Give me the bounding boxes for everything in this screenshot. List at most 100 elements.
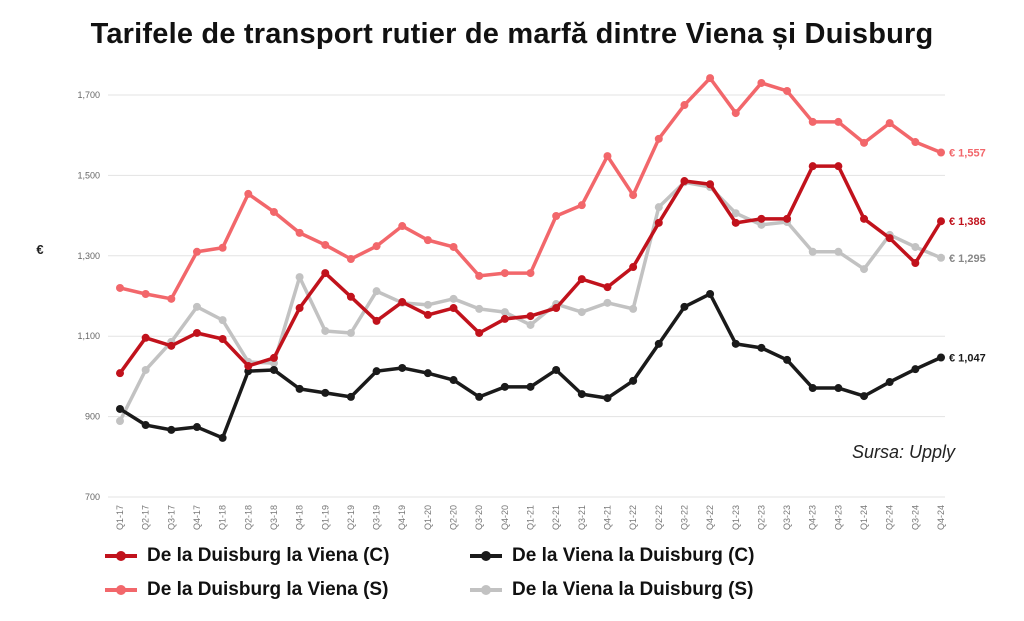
x-tick-label: Q2-22 bbox=[654, 505, 664, 530]
end-data-label: € 1,047 bbox=[949, 353, 986, 365]
data-point bbox=[449, 376, 458, 385]
data-point bbox=[552, 365, 561, 374]
data-point bbox=[911, 259, 920, 268]
data-point bbox=[218, 243, 227, 252]
data-point bbox=[706, 180, 715, 189]
data-point bbox=[526, 320, 535, 329]
data-point bbox=[449, 294, 458, 303]
data-point bbox=[398, 222, 407, 231]
data-point bbox=[475, 304, 484, 313]
x-tick-label: Q4-20 bbox=[500, 505, 510, 530]
data-point bbox=[116, 404, 124, 413]
data-point bbox=[731, 209, 740, 218]
x-tick-label: Q2-17 bbox=[141, 505, 151, 530]
data-point bbox=[346, 328, 355, 337]
data-point bbox=[680, 101, 689, 110]
x-tick-label: Q1-22 bbox=[628, 505, 638, 530]
data-point bbox=[783, 355, 792, 364]
legend-swatch bbox=[470, 585, 502, 595]
x-tick-label: Q3-18 bbox=[269, 505, 279, 530]
data-point bbox=[218, 316, 227, 325]
end-data-label: € 1,386 bbox=[949, 216, 986, 228]
data-point bbox=[783, 86, 792, 95]
data-point bbox=[244, 189, 253, 198]
data-point bbox=[603, 283, 612, 292]
data-point bbox=[423, 310, 432, 319]
data-point bbox=[860, 138, 869, 147]
data-point bbox=[372, 287, 381, 296]
legend-item-viena-duisburg-c: De la Viena la Duisburg (C) bbox=[470, 545, 754, 567]
data-point bbox=[860, 265, 869, 274]
x-tick-label: Q3-21 bbox=[577, 505, 587, 530]
data-point bbox=[167, 341, 176, 350]
legend-swatch bbox=[105, 551, 137, 561]
data-point bbox=[860, 392, 869, 401]
legend-item-duisburg-viena-s: De la Duisburg la Viena (S) bbox=[105, 579, 388, 601]
data-point bbox=[192, 423, 201, 432]
data-point bbox=[475, 328, 484, 337]
y-tick-label: 1,100 bbox=[77, 331, 100, 341]
data-point bbox=[834, 384, 843, 393]
data-point bbox=[680, 302, 689, 311]
data-point bbox=[141, 289, 150, 298]
x-tick-label: Q1-21 bbox=[526, 505, 536, 530]
x-tick-label: Q1-17 bbox=[115, 505, 125, 530]
legend-label: De la Duisburg la Viena (S) bbox=[147, 579, 389, 600]
data-point bbox=[295, 384, 304, 393]
data-point bbox=[552, 304, 561, 313]
data-point bbox=[244, 361, 253, 370]
data-point bbox=[141, 365, 150, 374]
data-point bbox=[860, 214, 869, 223]
data-point bbox=[808, 247, 817, 256]
y-tick-label: 700 bbox=[85, 492, 100, 502]
data-point bbox=[116, 417, 124, 426]
data-point bbox=[475, 392, 484, 401]
x-tick-label: Q1-20 bbox=[423, 505, 433, 530]
data-point bbox=[937, 353, 945, 362]
data-point bbox=[911, 138, 920, 147]
data-point bbox=[937, 253, 945, 262]
data-point bbox=[346, 255, 355, 264]
x-tick-label: Q4-17 bbox=[192, 505, 202, 530]
data-point bbox=[937, 217, 945, 226]
legend-label: De la Viena la Duisburg (C) bbox=[512, 545, 755, 566]
legend-swatch bbox=[470, 551, 502, 561]
x-tick-label: Q3-17 bbox=[166, 505, 176, 530]
x-tick-label: Q1-24 bbox=[859, 505, 869, 530]
data-point bbox=[500, 314, 509, 323]
data-point bbox=[526, 312, 535, 321]
y-tick-label: 1,300 bbox=[77, 251, 100, 261]
data-point bbox=[346, 292, 355, 301]
data-point bbox=[321, 388, 330, 397]
data-point bbox=[449, 242, 458, 251]
data-point bbox=[757, 78, 766, 87]
legend-label: De la Viena la Duisburg (S) bbox=[512, 579, 754, 600]
data-point bbox=[398, 298, 407, 307]
legend-label: De la Duisburg la Viena (C) bbox=[147, 545, 390, 566]
data-point bbox=[475, 271, 484, 280]
data-point bbox=[192, 247, 201, 256]
data-point bbox=[192, 302, 201, 311]
data-point bbox=[577, 201, 586, 210]
data-point bbox=[116, 283, 124, 292]
data-point bbox=[731, 218, 740, 227]
data-point bbox=[269, 207, 278, 216]
data-point bbox=[167, 294, 176, 303]
x-tick-label: Q4-22 bbox=[705, 505, 715, 530]
data-point bbox=[706, 74, 715, 83]
data-point bbox=[654, 203, 663, 212]
data-point bbox=[808, 117, 817, 126]
data-point bbox=[577, 308, 586, 317]
data-point bbox=[603, 394, 612, 403]
legend-item-viena-duisburg-s: De la Viena la Duisburg (S) bbox=[470, 579, 753, 601]
x-tick-label: Q1-23 bbox=[731, 505, 741, 530]
data-point bbox=[757, 343, 766, 352]
data-point bbox=[629, 263, 638, 272]
data-point bbox=[398, 363, 407, 372]
data-point bbox=[218, 335, 227, 344]
data-point bbox=[321, 326, 330, 335]
x-tick-label: Q1-18 bbox=[218, 505, 228, 530]
data-point bbox=[141, 333, 150, 342]
end-data-label: € 1,295 bbox=[949, 253, 986, 265]
x-tick-label: Q2-23 bbox=[756, 505, 766, 530]
